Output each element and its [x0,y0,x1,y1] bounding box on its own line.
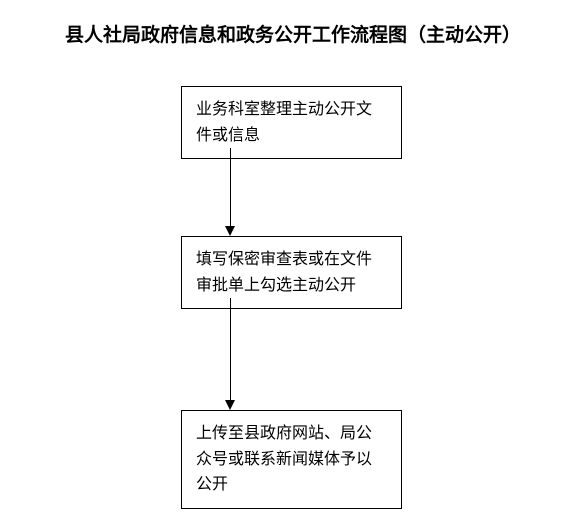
flowchart-node-1: 业务科室整理主动公开文件或信息 [181,86,402,159]
page-title: 县人社局政府信息和政务公开工作流程图（主动公开） [0,20,586,47]
flowchart-node-3: 上传至县政府网站、局公众号或联系新闻媒体予以公开 [181,410,402,509]
flowchart-node-2: 填写保密审查表或在文件审批单上勾选主动公开 [181,236,402,309]
